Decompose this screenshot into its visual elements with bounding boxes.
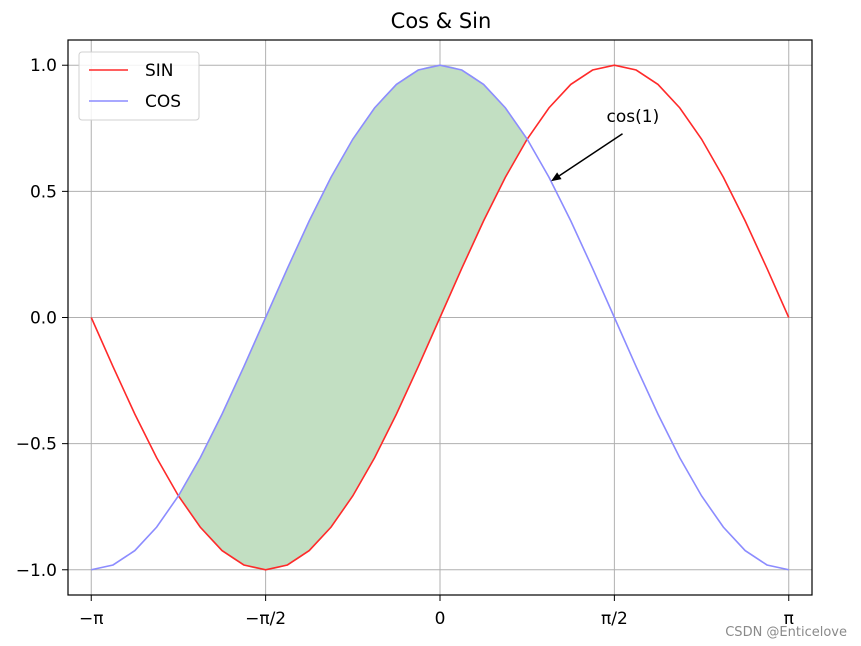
annotation-arrowhead — [551, 172, 562, 182]
x-tick-label: −π — [79, 609, 103, 629]
legend-box — [78, 51, 200, 121]
x-tick-label: π — [784, 609, 794, 629]
annotation-label: cos(1) — [607, 107, 660, 127]
x-tick-label: −π/2 — [245, 609, 286, 629]
y-tick-label: 1.0 — [30, 56, 57, 76]
series-layer — [90, 64, 790, 571]
y-tick-label: 0.5 — [30, 182, 57, 202]
fill-area-layer — [178, 65, 528, 570]
x-tick-label: 0 — [435, 609, 446, 629]
watermark: CSDN @Enticelove — [725, 625, 847, 640]
y-tick-label: 0.0 — [30, 309, 57, 329]
annotation-cos1: cos(1) — [551, 107, 660, 182]
series-line-cos — [91, 64, 789, 571]
series-line-sin — [90, 64, 790, 571]
annotation-arrow — [558, 133, 623, 177]
fill-area — [178, 65, 528, 570]
chart-title: Cos & Sin — [391, 9, 492, 33]
ticks: −π −π/2 0 π/2 π 1.0 0.5 0.0 −0.5 −1.0 — [16, 56, 794, 629]
legend: SIN COS — [78, 51, 200, 121]
legend-label-sin: SIN — [145, 61, 174, 81]
y-tick-label: −1.0 — [16, 561, 57, 581]
y-tick-label: −0.5 — [16, 435, 57, 455]
legend-label-cos: COS — [145, 92, 181, 112]
x-tick-label: π/2 — [601, 609, 628, 629]
